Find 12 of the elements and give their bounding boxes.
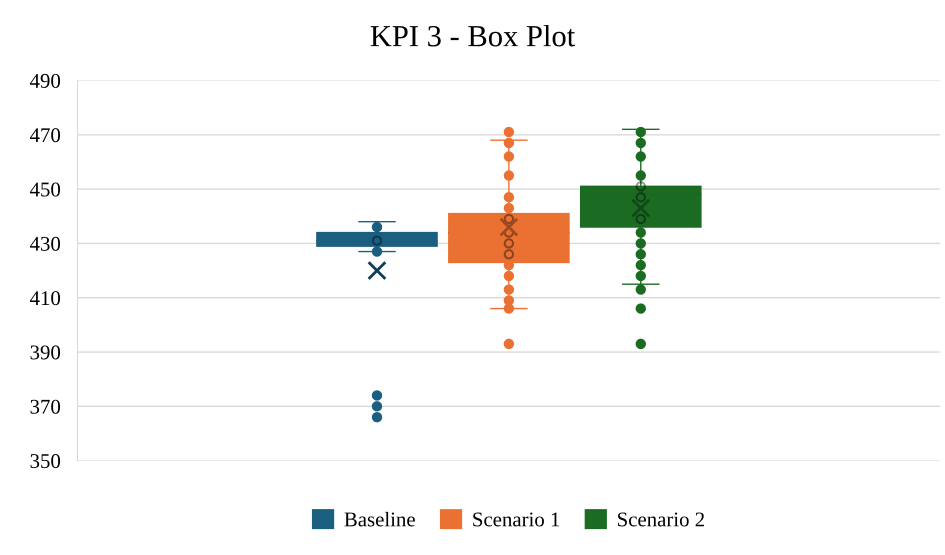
- legend-label: Scenario 2: [618, 512, 704, 526]
- y-tick-label: 430: [30, 236, 60, 251]
- y-tick-label: 450: [30, 182, 60, 197]
- legend-label: Scenario 1: [473, 512, 560, 526]
- y-tick-label: 370: [30, 400, 60, 414]
- legend-label: Baseline: [344, 512, 415, 526]
- chart-title: KPI 3 - Box Plot: [370, 24, 576, 46]
- y-tick-label: 470: [30, 128, 60, 142]
- y-tick-label: 410: [30, 291, 60, 306]
- y-tick-label: 390: [30, 345, 60, 360]
- y-tick-label: 490: [30, 74, 60, 88]
- y-tick-label: 350: [30, 454, 60, 468]
